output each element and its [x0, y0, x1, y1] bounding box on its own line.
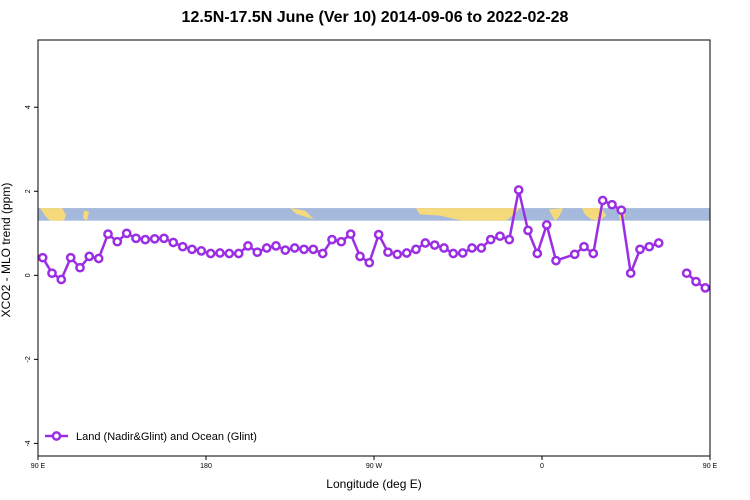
data-point [373, 229, 384, 240]
data-point [47, 268, 57, 279]
data-point [75, 262, 85, 273]
data-point [485, 234, 496, 245]
ocean-band [38, 208, 710, 221]
data-point [327, 234, 337, 245]
data-point [271, 241, 281, 251]
x-tick-label: 90 E [703, 463, 718, 470]
chart-title: 12.5N-17.5N June (Ver 10) 2014-09-06 to … [181, 9, 569, 26]
data-point [187, 244, 197, 255]
data-point [317, 248, 328, 259]
data-point [504, 234, 515, 245]
data-point [616, 205, 627, 216]
y-tick-label: 2 [25, 189, 32, 193]
data-point [569, 249, 580, 260]
data-point [205, 248, 216, 259]
data-point [289, 243, 300, 253]
land-ocean-band [38, 208, 710, 221]
y-tick-label: -2 [25, 356, 32, 362]
x-tick-label: 180 [200, 463, 212, 470]
data-point [392, 249, 403, 260]
data-point [103, 229, 113, 239]
data-point [121, 228, 132, 239]
data-point [597, 195, 608, 206]
axes: -4 -2 0 2 4 90 E 180 90 W 0 90 E [25, 105, 718, 470]
data-point [625, 268, 636, 279]
data-point [551, 255, 561, 266]
data-point [513, 185, 524, 195]
land-patch-central-america [290, 208, 318, 221]
data-point [635, 244, 645, 255]
data-point [523, 225, 533, 236]
data-point [700, 283, 711, 293]
data-point [401, 248, 412, 258]
legend: Land (Nadir&Glint) and Ocean (Glint) [45, 431, 257, 443]
data-point [355, 251, 365, 262]
data-point [579, 241, 589, 252]
data-point [588, 248, 599, 259]
data-point [607, 199, 617, 210]
x-tick-label: 0 [540, 463, 544, 470]
data-point [644, 241, 655, 252]
data-point [177, 241, 188, 252]
data-point [457, 248, 468, 258]
y-tick-label: 0 [25, 273, 32, 277]
data-point [252, 247, 263, 258]
data-point [336, 236, 347, 247]
data-point [467, 243, 477, 253]
data-point [149, 233, 160, 244]
data-point [93, 253, 104, 264]
data-point [411, 244, 421, 255]
data-point [681, 268, 692, 279]
data-point [420, 238, 431, 248]
data-point [65, 252, 76, 263]
data-point [345, 229, 356, 239]
y-tick-label: -4 [25, 440, 32, 446]
land-patch-africa [416, 208, 520, 221]
data-point [224, 248, 235, 259]
data-point [233, 248, 244, 259]
data-point [476, 243, 487, 253]
data-point [541, 220, 552, 230]
data-point [439, 243, 449, 253]
y-tick-label: 4 [25, 105, 32, 109]
series-layer [37, 185, 711, 293]
land-patch-asia [40, 208, 66, 221]
data-point [159, 233, 169, 244]
data-point [691, 276, 701, 287]
legend-label: Land (Nadir&Glint) and Ocean (Glint) [76, 431, 257, 443]
data-point [56, 274, 67, 285]
data-point [84, 251, 95, 262]
data-point [448, 248, 459, 259]
land-patch-hawaii [83, 210, 89, 221]
data-point [532, 248, 543, 259]
data-point [308, 244, 319, 255]
data-point [299, 244, 309, 255]
data-point [196, 246, 207, 256]
data-point [37, 252, 48, 263]
data-point [112, 236, 123, 247]
data-point [261, 243, 272, 253]
x-tick-label: 90 E [31, 463, 46, 470]
data-point [495, 231, 505, 242]
data-point [168, 237, 179, 248]
data-point [140, 234, 151, 245]
data-point [280, 245, 291, 255]
data-point [364, 257, 375, 268]
land-patch-arabia [549, 208, 563, 221]
legend-marker [51, 431, 62, 441]
data-point [131, 233, 141, 244]
data-point [383, 247, 393, 258]
data-point [429, 240, 440, 250]
data-point [215, 248, 225, 258]
data-point [653, 238, 664, 248]
x-tick-label: 90 W [366, 463, 383, 470]
data-point [243, 241, 253, 251]
x-axis-label: Longitude (deg E) [326, 477, 422, 491]
